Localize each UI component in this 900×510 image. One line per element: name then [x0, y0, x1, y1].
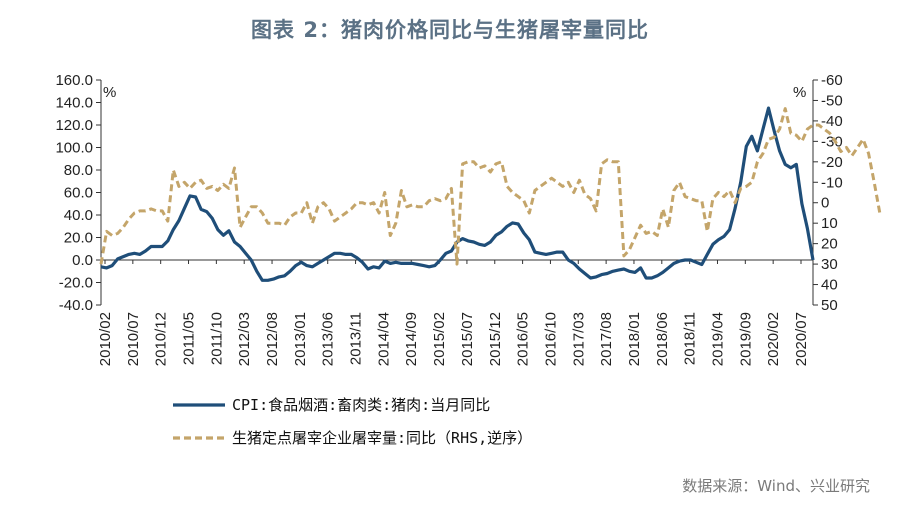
left-tick-label: -40.0 [59, 297, 93, 314]
right-tick-label: 40 [821, 277, 838, 294]
right-tick-label: -60 [821, 72, 843, 89]
legend: CPI:食品烟酒:畜肉类:猪肉:当月同比生猪定点屠宰企业屠宰量:同比（RHS,逆… [173, 396, 532, 447]
x-tick-label: 2010/12 [153, 312, 170, 366]
x-tick-label: 2020/02 [765, 312, 782, 366]
x-tick-label: 2013/11 [348, 312, 365, 365]
x-tick-label: 2014/04 [375, 312, 392, 366]
x-tick-label: 2011/10 [208, 312, 225, 365]
x-tick-label: 2016/05 [515, 312, 532, 366]
right-tick-label: 50 [821, 297, 838, 314]
x-tick-label: 2015/02 [431, 312, 448, 366]
x-tick-label: 2012/03 [236, 312, 253, 366]
left-tick-label: 20.0 [64, 230, 93, 247]
right-tick-label: 20 [821, 236, 838, 253]
left-unit-label: % [103, 84, 116, 101]
left-tick-label: 0.0 [72, 252, 93, 269]
x-tick-label: 2018/01 [626, 312, 643, 366]
left-tick-label: 100.0 [55, 140, 93, 157]
right-tick-label: -40 [821, 113, 843, 130]
x-tick-label: 2016/10 [542, 312, 559, 366]
left-tick-label: 140.0 [55, 95, 93, 112]
right-tick-label: 10 [821, 215, 838, 232]
x-tick-label: 2019/09 [737, 312, 754, 366]
x-tick-label: 2019/04 [709, 312, 726, 366]
right-tick-label: -30 [821, 133, 843, 150]
source-note: 数据来源：Wind、兴业研究 [682, 477, 870, 495]
x-tick-label: 2017/03 [570, 312, 587, 366]
left-tick-label: 80.0 [64, 162, 93, 179]
right-tick-label: -10 [821, 174, 843, 191]
x-tick-label: 2018/06 [654, 312, 671, 366]
x-tick-label: 2018/11 [682, 312, 699, 365]
legend-label: CPI:食品烟酒:畜肉类:猪肉:当月同比 [232, 396, 490, 414]
x-tick-label: 2014/09 [403, 312, 420, 366]
x-tick-label: 2012/08 [264, 312, 281, 366]
x-tick-label: 2010/07 [125, 312, 142, 366]
left-tick-label: -20.0 [59, 275, 93, 292]
x-tick-label: 2013/06 [320, 312, 337, 366]
left-tick-label: 120.0 [55, 117, 93, 134]
x-tick-label: 2020/07 [793, 312, 810, 366]
x-tick-label: 2015/12 [487, 312, 504, 366]
x-tick-label: 2017/08 [598, 312, 615, 366]
x-tick-label: 2015/07 [459, 312, 476, 366]
axes-layer: 160.0 140.0 120.0 100.0 80.0 60.0 40.0 20.0 0.0 -… [55, 72, 842, 366]
right-tick-label: 0 [821, 195, 829, 212]
left-tick-label: 60.0 [64, 185, 93, 202]
chart-title: 图表 2：猪肉价格同比与生猪屠宰量同比 [251, 18, 649, 42]
right-unit-label: % [793, 84, 806, 101]
right-tick-label: -20 [821, 154, 843, 171]
left-tick-label: 40.0 [64, 207, 93, 224]
x-tick-label: 2011/05 [181, 312, 198, 365]
left-tick-label: 160.0 [55, 72, 93, 89]
right-tick-label: -50 [821, 92, 843, 109]
x-tick-label: 2010/02 [97, 312, 114, 366]
legend-label: 生猪定点屠宰企业屠宰量:同比（RHS,逆序） [232, 429, 532, 447]
series-layer [99, 106, 882, 282]
right-tick-label: 30 [821, 256, 838, 273]
series-line-slaughter [99, 107, 882, 266]
x-tick-label: 2013/01 [292, 312, 309, 366]
